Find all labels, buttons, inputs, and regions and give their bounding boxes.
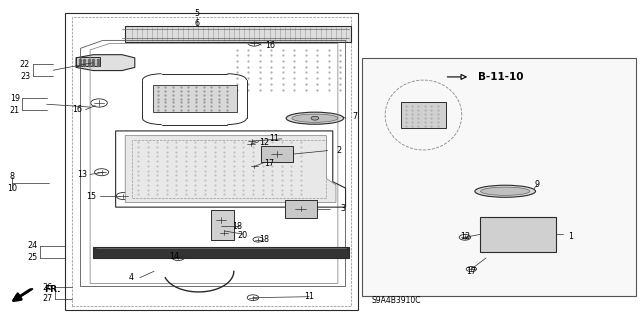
Text: 27: 27 xyxy=(42,294,52,303)
Text: 26: 26 xyxy=(42,283,52,292)
Text: 12: 12 xyxy=(460,232,470,241)
Text: 3: 3 xyxy=(340,204,346,213)
Text: 8: 8 xyxy=(10,173,15,182)
Circle shape xyxy=(311,116,319,120)
Text: 15: 15 xyxy=(86,191,97,201)
Text: B-11-10: B-11-10 xyxy=(478,72,524,82)
Text: 17: 17 xyxy=(264,159,274,168)
Polygon shape xyxy=(211,210,234,241)
Polygon shape xyxy=(401,102,446,128)
Text: 9: 9 xyxy=(534,181,540,189)
Text: 25: 25 xyxy=(28,254,38,263)
Text: 23: 23 xyxy=(20,72,30,81)
Text: 1: 1 xyxy=(568,232,573,241)
Text: 11: 11 xyxy=(269,134,279,143)
Text: 6: 6 xyxy=(195,19,199,28)
Text: 13: 13 xyxy=(77,170,88,179)
Text: 24: 24 xyxy=(28,241,38,250)
Polygon shape xyxy=(153,85,237,113)
Text: 11: 11 xyxy=(304,292,314,301)
Text: 14: 14 xyxy=(170,252,179,261)
Ellipse shape xyxy=(286,112,344,124)
Polygon shape xyxy=(479,217,556,252)
Polygon shape xyxy=(76,55,135,70)
Text: 16: 16 xyxy=(72,105,83,114)
Polygon shape xyxy=(362,58,636,296)
Text: 18: 18 xyxy=(232,222,242,231)
Polygon shape xyxy=(285,200,317,218)
Ellipse shape xyxy=(481,187,530,196)
Text: S9A4B3910C: S9A4B3910C xyxy=(372,296,421,305)
Polygon shape xyxy=(125,136,336,202)
Polygon shape xyxy=(76,57,100,66)
Text: FR.: FR. xyxy=(44,285,61,294)
Polygon shape xyxy=(260,146,292,162)
Text: 7: 7 xyxy=(353,112,358,121)
Ellipse shape xyxy=(292,114,338,122)
Polygon shape xyxy=(93,247,349,258)
Text: 21: 21 xyxy=(10,106,20,115)
Text: 17: 17 xyxy=(467,267,476,276)
Text: 22: 22 xyxy=(20,60,30,69)
Polygon shape xyxy=(125,26,351,42)
Text: 18: 18 xyxy=(259,235,269,244)
Text: 19: 19 xyxy=(10,94,20,103)
Text: 10: 10 xyxy=(7,184,17,193)
Text: 12: 12 xyxy=(259,137,269,146)
Text: 16: 16 xyxy=(265,41,275,50)
Text: 2: 2 xyxy=(337,146,342,155)
Text: 4: 4 xyxy=(129,273,134,282)
Circle shape xyxy=(501,189,509,193)
Text: 5: 5 xyxy=(194,9,199,18)
Text: 20: 20 xyxy=(237,231,247,240)
Ellipse shape xyxy=(475,185,536,197)
